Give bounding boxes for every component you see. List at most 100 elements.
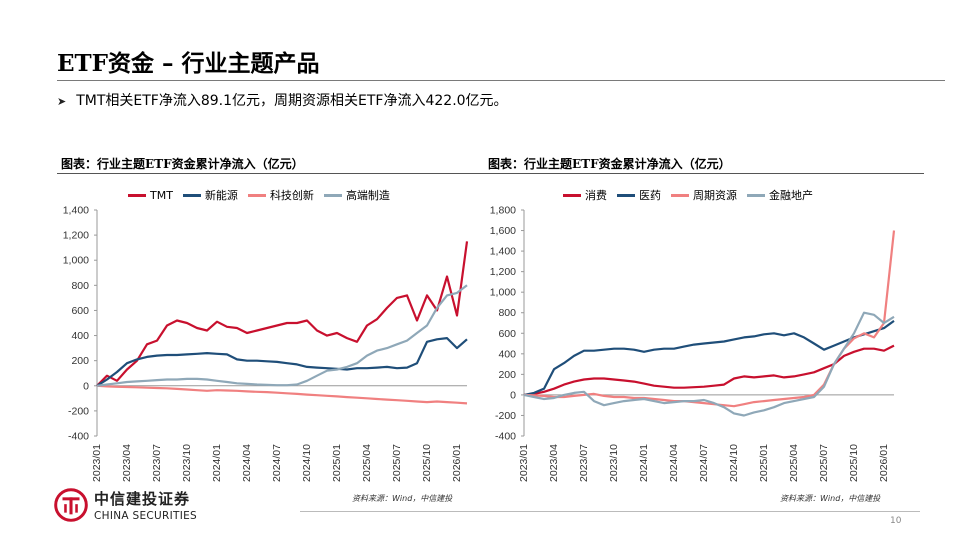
series-line-医药 xyxy=(523,320,895,396)
legend-item: 周期资源 xyxy=(671,187,737,203)
x-tick-label: 2025/01 xyxy=(758,444,770,482)
legend-item: 金融地产 xyxy=(747,187,813,203)
y-tick-label: -200 xyxy=(68,405,89,417)
legend-label: 高端制造 xyxy=(345,189,390,202)
y-tick-label: 1,400 xyxy=(490,246,516,258)
y-tick-label: 1,600 xyxy=(490,225,516,237)
y-tick-label: 800 xyxy=(71,280,89,292)
x-tick-label: 2024/04 xyxy=(668,444,680,482)
x-tick-label: 2024/04 xyxy=(241,444,253,482)
y-tick-label: 1,200 xyxy=(490,266,516,278)
x-tick-label: 2025/10 xyxy=(848,444,860,482)
citic-logo-icon xyxy=(54,488,88,522)
x-tick-label: 2025/01 xyxy=(331,444,343,482)
logo-cn-text: 中信建投证券 xyxy=(94,490,191,508)
y-tick-label: 800 xyxy=(498,307,516,319)
y-tick-label: 600 xyxy=(71,305,89,317)
title-divider xyxy=(57,80,945,81)
legend-swatch xyxy=(671,193,689,197)
y-tick-label: 200 xyxy=(71,355,89,367)
x-tick-label: 2025/04 xyxy=(788,444,800,482)
x-tick-label: 2025/04 xyxy=(361,444,373,482)
y-tick-label: 400 xyxy=(498,348,516,360)
x-tick-label: 2023/01 xyxy=(518,444,530,482)
legend-swatch xyxy=(617,193,635,197)
chart-right: 图表：行业主题ETF资金累计净流入（亿元） xyxy=(484,155,924,174)
legend-swatch xyxy=(563,193,581,197)
x-tick-label: 2025/07 xyxy=(818,444,830,482)
legend-swatch xyxy=(323,193,342,197)
summary-text: TMT相关ETF净流入89.1亿元，周期资源相关ETF净流入422.0亿元。 xyxy=(76,93,508,109)
x-tick-label: 2024/07 xyxy=(271,444,283,482)
x-tick-label: 2023/04 xyxy=(121,444,133,482)
legend-label: 医药 xyxy=(639,189,661,202)
y-tick-label: 1,000 xyxy=(490,287,516,299)
legend-label: TMT xyxy=(150,188,173,202)
x-tick-label: 2026/01 xyxy=(451,444,463,482)
chart-left-source: 资料来源：Wind，中信建投 xyxy=(352,494,453,503)
summary-bullet: ➤ TMT相关ETF净流入89.1亿元，周期资源相关ETF净流入422.0亿元。 xyxy=(57,90,508,110)
legend-item: 医药 xyxy=(617,187,661,203)
legend-item: 高端制造 xyxy=(323,187,390,203)
y-tick-label: 600 xyxy=(498,328,516,340)
legend-swatch xyxy=(182,193,201,197)
legend-label: 周期资源 xyxy=(693,189,737,202)
x-tick-label: 2023/07 xyxy=(578,444,590,482)
series-line-金融地产 xyxy=(523,311,895,417)
y-tick-label: 1,200 xyxy=(63,230,89,242)
y-tick-label: 200 xyxy=(498,369,516,381)
x-tick-label: 2024/01 xyxy=(638,444,650,482)
chart-right-title-rule xyxy=(484,173,924,174)
series-line-TMT xyxy=(96,241,469,387)
company-logo: 中信建投证券 CHINA SECURITIES xyxy=(54,488,197,522)
chart-right-legend: 消费 医药 周期资源 金融地产 xyxy=(563,187,813,203)
x-tick-label: 2024/01 xyxy=(211,444,223,482)
x-tick-label: 2023/10 xyxy=(181,444,193,482)
series-line-消费 xyxy=(523,344,895,396)
legend-label: 金融地产 xyxy=(769,189,813,202)
legend-item: 科技创新 xyxy=(247,187,314,203)
y-tick-label: 1,800 xyxy=(490,205,516,217)
legend-label: 消费 xyxy=(585,189,607,202)
chart-right-title: 图表：行业主题ETF资金累计净流入（亿元） xyxy=(488,157,731,171)
legend-swatch xyxy=(128,193,146,197)
legend-item: 新能源 xyxy=(182,187,238,203)
x-tick-label: 2024/07 xyxy=(698,444,710,482)
y-tick-label: -400 xyxy=(495,431,516,443)
footer-divider xyxy=(300,511,920,512)
legend-item: TMT xyxy=(128,187,173,203)
logo-en-text: CHINA SECURITIES xyxy=(94,510,198,522)
y-tick-label: 1,400 xyxy=(63,205,89,217)
legend-swatch xyxy=(747,193,765,197)
chart-right-plot: -400 -200 0 200 400 600 800 1,000 1,200 1,400 1,60… xyxy=(490,205,896,482)
legend-item: 消费 xyxy=(563,187,607,203)
y-tick-label: -200 xyxy=(495,410,516,422)
y-tick-label: 0 xyxy=(83,380,89,392)
chart-left-legend: TMT 新能源 科技创新 高端制造 xyxy=(128,187,390,203)
series-line-高端制造 xyxy=(96,284,468,387)
x-tick-label: 2023/07 xyxy=(151,444,163,482)
legend-label: 新能源 xyxy=(204,189,238,202)
page-number: 10 xyxy=(890,516,902,526)
x-tick-label: 2023/04 xyxy=(548,444,560,482)
slide-title: ETF资金 – 行业主题产品 xyxy=(57,50,320,77)
legend-label: 科技创新 xyxy=(269,189,314,202)
chart-left-title-rule xyxy=(57,173,497,174)
bullet-arrow-icon: ➤ xyxy=(57,95,67,108)
x-tick-label: 2026/01 xyxy=(878,444,890,482)
x-tick-label: 2023/10 xyxy=(608,444,620,482)
x-tick-label: 2025/07 xyxy=(391,444,403,482)
series-line-新能源 xyxy=(96,337,468,387)
x-tick-label: 2024/10 xyxy=(728,444,740,482)
chart-left-title: 图表：行业主题ETF资金累计净流入（亿元） xyxy=(61,157,304,171)
y-tick-label: 1,000 xyxy=(63,255,89,267)
x-tick-label: 2023/01 xyxy=(91,444,103,482)
y-tick-label: 0 xyxy=(510,389,516,401)
legend-swatch xyxy=(247,193,266,197)
x-tick-label: 2025/10 xyxy=(421,444,433,482)
chart-left-plot: -400 -200 0 200 400 600 800 1,000 1,200 1,400 2023… xyxy=(63,205,469,482)
x-tick-label: 2024/10 xyxy=(301,444,313,482)
chart-right-source: 资料来源：Wind，中信建投 xyxy=(780,494,881,503)
y-tick-label: 400 xyxy=(71,330,89,342)
chart-left: 图表：行业主题ETF资金累计净流入（亿元） xyxy=(57,155,497,174)
